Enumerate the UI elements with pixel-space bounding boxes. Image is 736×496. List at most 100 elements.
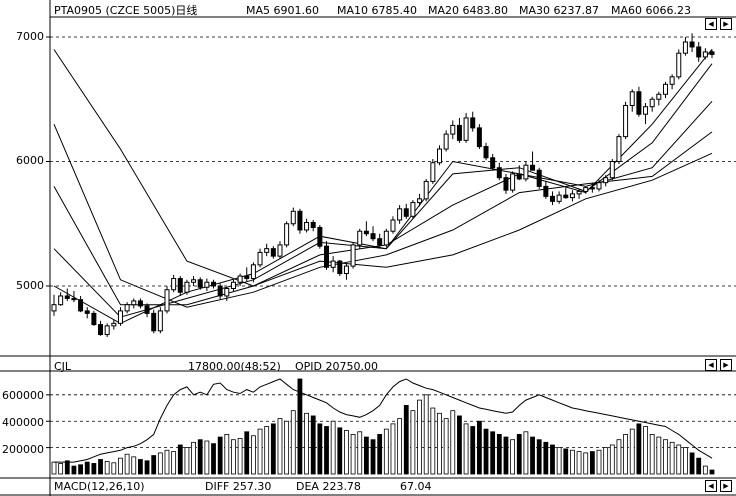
volume-bar (257, 428, 263, 475)
candle-up (284, 223, 290, 246)
candle-down (363, 230, 369, 235)
volume-bar (231, 439, 236, 475)
volume-bar (483, 428, 489, 475)
candle-down (91, 312, 97, 326)
candle-down (84, 310, 90, 314)
candle-up (124, 304, 130, 312)
candle-up (523, 164, 529, 180)
volume-bar (164, 449, 170, 475)
volume-bar (91, 463, 97, 475)
volume-bar (250, 435, 256, 475)
volume-bar (430, 407, 436, 475)
volume-bar (570, 449, 575, 475)
volume-bar (437, 412, 442, 475)
volume-bar (51, 461, 57, 475)
candle-up (290, 210, 296, 225)
candle-down (310, 222, 316, 228)
candle-down (211, 281, 217, 287)
volume-bar (377, 434, 383, 475)
candle-up (430, 162, 436, 182)
candle-up (450, 124, 456, 135)
volume-scroll-left[interactable]: ◀ (705, 359, 717, 371)
volume-bar (403, 404, 409, 475)
volume-panel-name: CJL (54, 360, 72, 373)
volume-bar (676, 444, 682, 475)
price-tick-label: 6000 (16, 154, 44, 167)
volume-bar (496, 434, 502, 475)
macd-scroll-right[interactable]: ▶ (720, 480, 732, 492)
scroll-left-button[interactable]: ◀ (705, 18, 717, 30)
volume-tick-label: 200000 (2, 443, 44, 456)
volume-bar (237, 437, 243, 475)
candle-up (643, 106, 649, 115)
volume-scroll-right[interactable]: ▶ (720, 359, 732, 371)
candlesticks (51, 33, 715, 338)
candle-down (137, 300, 143, 307)
ma30-label: MA30 6237.87 (519, 4, 599, 17)
volume-bar (663, 439, 668, 475)
volume-bar (576, 451, 582, 475)
candle-down (403, 208, 409, 217)
candle-down (490, 157, 496, 169)
volume-bar (443, 418, 449, 475)
volume-bar (583, 452, 589, 475)
candle-down (244, 275, 250, 280)
volume-tick-label: 600000 (2, 389, 44, 402)
candle-up (131, 300, 137, 306)
volume-bar (702, 465, 708, 475)
candle-up (350, 244, 356, 267)
candle-up (343, 265, 349, 275)
candle-down (503, 177, 509, 191)
candle-up (656, 93, 662, 100)
candle-up (277, 244, 283, 257)
macd-scroll-left[interactable]: ◀ (705, 480, 717, 492)
candle-up (463, 117, 469, 141)
candle-up (357, 230, 363, 246)
macd-dea-value: DEA 223.78 (296, 480, 361, 493)
candle-up (662, 83, 668, 95)
volume-bar (157, 452, 163, 475)
candle-up (702, 51, 708, 58)
volume-bar (609, 444, 615, 475)
candle-up (257, 251, 263, 266)
volume-bar (596, 449, 602, 475)
ma10-label: MA10 6785.40 (337, 4, 417, 17)
volume-bar (324, 426, 329, 475)
candle-up (184, 281, 190, 293)
volume-bar (649, 434, 655, 475)
candle-down (689, 41, 695, 48)
candle-up (383, 230, 389, 246)
moving-average-lines (53, 48, 713, 324)
candle-up (164, 289, 170, 312)
volume-bar (144, 460, 150, 475)
candle-down (543, 185, 549, 197)
volume-bar (689, 452, 695, 475)
volume-bar (244, 431, 250, 475)
ma60-label: MA60 6066.23 (611, 4, 691, 17)
scroll-right-button[interactable]: ▶ (720, 18, 732, 30)
volume-bar (191, 441, 196, 475)
volume-bar (78, 464, 83, 475)
volume-bar (410, 410, 416, 475)
volume-bar (629, 428, 635, 475)
volume-bar (350, 434, 356, 475)
candle-up (510, 173, 516, 191)
candle-down (370, 233, 376, 240)
volume-bar (623, 434, 628, 475)
candle-down (456, 124, 462, 141)
candle-down (144, 305, 150, 314)
candle-up (423, 180, 429, 200)
candle-up (583, 187, 589, 192)
volume-bar (476, 420, 482, 475)
volume-bar (397, 418, 403, 475)
candle-up (390, 219, 396, 232)
volume-bar (490, 431, 496, 475)
candle-up (111, 322, 117, 327)
candle-down (483, 146, 489, 159)
candle-up (603, 177, 609, 184)
candle-up (649, 98, 655, 108)
volume-bar (310, 415, 316, 475)
volume-bar (64, 460, 70, 475)
candle-up (304, 222, 310, 231)
